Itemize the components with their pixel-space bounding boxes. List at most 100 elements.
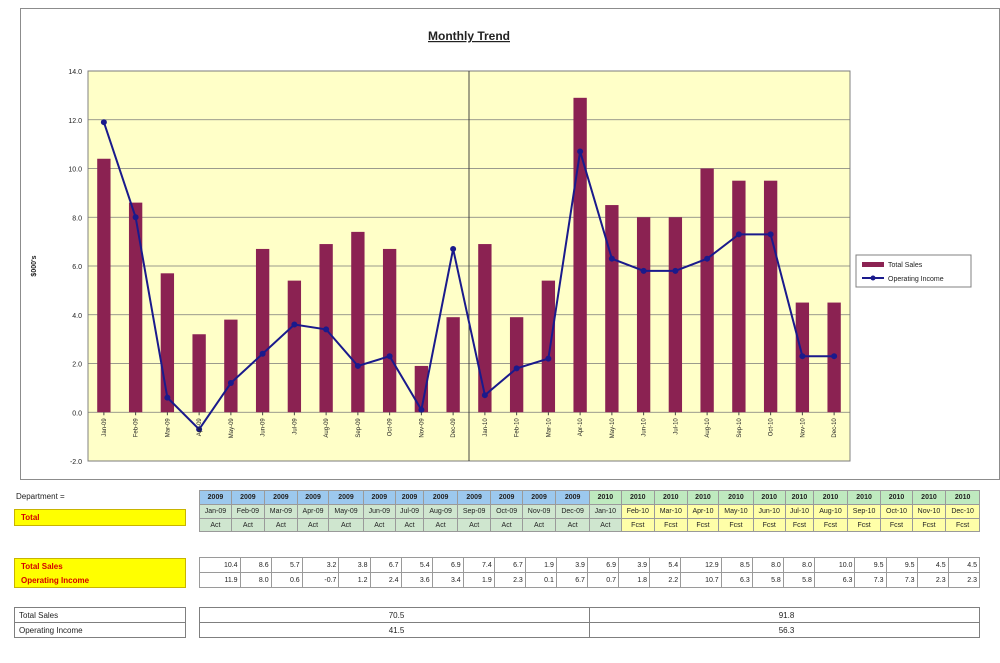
income-value-cell: 1.9 [462,572,495,588]
sales-value-cell: 8.5 [720,557,753,573]
kind-cell: Act [456,518,492,532]
income-value-cell: 2.3 [947,572,981,588]
month-cell: Mar-10 [653,504,688,519]
sales-value-cell: 8.0 [751,557,784,573]
kind-cell: Act [555,518,590,532]
x-tick-label: Nov-09 [419,418,425,438]
year-cell: 2010 [880,490,913,505]
point-operating-income [735,231,742,238]
point-operating-income [799,353,806,360]
kind-cell: Fcst [653,518,688,532]
bar-total-sales [636,217,651,413]
month-cell: Feb-09 [230,504,265,519]
bar-total-sales [224,319,238,413]
month-cell: Jan-10 [588,504,622,519]
x-tick-label: Dec-09 [451,418,457,438]
x-tick-label: Mar-10 [546,418,552,438]
bar-total-sales [414,365,429,413]
sales-value-cell: 6.9 [431,557,464,573]
kind-cell: Fcst [911,518,947,532]
bar-total-sales [478,244,492,413]
x-tick-label: Feb-10 [515,418,521,438]
kind-cell: Fcst [784,518,815,532]
x-tick-label: Jan-10 [483,418,489,437]
income-value-cell: 5.8 [751,572,784,588]
point-operating-income [704,255,711,262]
sales-value-cell: 5.4 [400,557,433,573]
x-tick-label: Sep-09 [356,418,362,438]
month-cell: Jun-10 [752,504,786,519]
point-operating-income [672,267,679,274]
month-cell: Aug-10 [813,504,848,519]
income-value-cell: 7.3 [854,572,887,588]
sales-value-cell: 12.9 [680,557,722,573]
point-operating-income [450,245,457,252]
point-operating-income [831,353,838,360]
sales-value-cell: 5.7 [270,557,303,573]
kind-cell: Act [296,518,330,532]
income-value-cell: 5.8 [782,572,815,588]
month-cell: Jul-10 [784,504,815,519]
year-cell: 2009 [263,490,298,505]
row-labels-box: Total Sales Operating Income [14,558,186,588]
x-tick-label: May-10 [610,418,616,439]
bar-total-sales [255,248,270,413]
sales-value-cell: 9.5 [854,557,887,573]
year-cell: 2009 [521,490,557,505]
month-cell: Jun-09 [362,504,396,519]
sales-value-cell: 1.9 [524,557,557,573]
income-row-label: Operating Income [21,575,90,585]
sales-value-cell: 4.5 [947,557,981,573]
year-cell: 2009 [394,490,425,505]
summary-labels-table: Total Sales Operating Income [14,607,186,638]
bar-total-sales [732,180,746,413]
point-operating-income [164,394,171,401]
income-value-cell: 3.6 [400,572,433,588]
kind-cell: Act [490,518,523,532]
point-operating-income [132,214,139,221]
kind-cell: Fcst [813,518,848,532]
kind-cell: Act [394,518,425,532]
line-operating-income [102,121,835,431]
income-value-cell: 7.3 [885,572,918,588]
point-operating-income [640,267,647,274]
year-cell: 2009 [423,490,458,505]
kind-cell: Act [328,518,364,532]
y-tick-label: 0.0 [72,410,82,417]
department-value: Total [14,509,186,526]
kind-cell: Fcst [718,518,754,532]
sales-value-cell: 10.0 [813,557,856,573]
year-cell: 2010 [846,490,882,505]
kind-cell: Act [230,518,265,532]
income-value-cell: 1.2 [338,572,371,588]
kind-cell: Act [263,518,298,532]
point-operating-income [386,353,393,360]
sales-value-cell: 4.5 [916,557,949,573]
year-cell: 2009 [199,490,232,505]
x-tick-label: Jul-10 [673,418,679,435]
month-cell: May-09 [328,504,364,519]
summary-income-label: Operating Income [14,622,186,638]
kind-cell: Fcst [945,518,980,532]
x-tick-label: May-09 [229,418,235,439]
bar-total-sales [287,280,302,413]
legend-label-sales: Total Sales [888,262,923,269]
bar-total-sales [128,202,143,413]
kind-cell: Act [588,518,622,532]
sales-value-cell: 10.4 [199,557,241,573]
legend-swatch-sales [862,262,884,267]
kind-cell: Fcst [846,518,882,532]
point-operating-income [100,119,107,126]
y-tick-label: 6.0 [72,264,82,271]
point-operating-income [418,406,425,413]
y-tick-label: 12.0 [68,118,82,125]
chart-title: Monthly Trend [428,29,510,43]
bar-total-sales [605,205,619,413]
income-value-cell: 0.6 [270,572,303,588]
kind-cell: Act [521,518,557,532]
summary-values-table: 70.5 91.8 41.5 56.3 [199,607,980,638]
bar-total-sales [573,97,587,413]
summary-sales-2010: 91.8 [589,607,980,623]
month-cell: Dec-09 [555,504,590,519]
point-operating-income [291,321,298,328]
